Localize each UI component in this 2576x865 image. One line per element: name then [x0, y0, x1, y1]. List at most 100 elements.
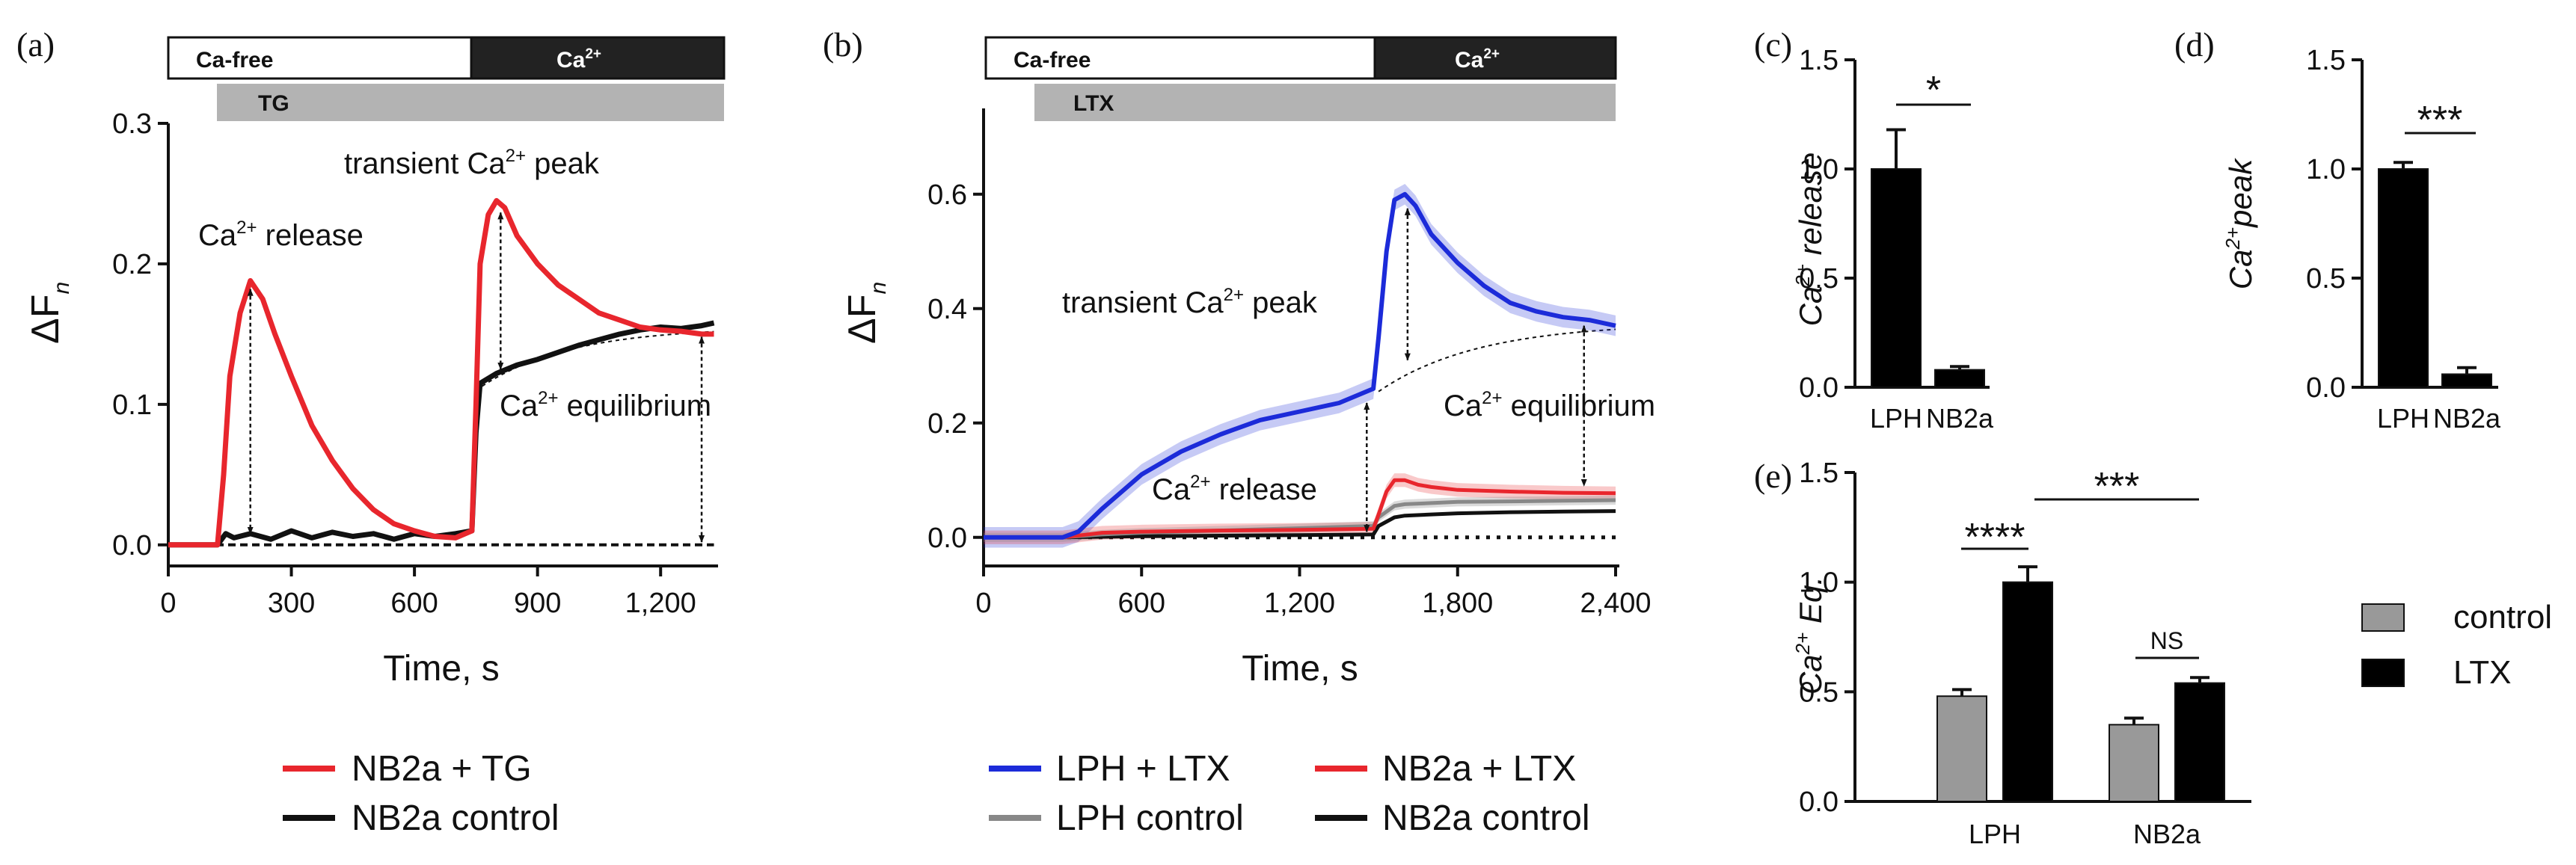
panel-b-series-nb2a-control — [984, 509, 1616, 540]
x-tick-label: LPH — [1870, 403, 1922, 434]
panel-a-peak-annotation: transient Ca2+ peak — [344, 146, 600, 180]
panel-b-drug-label: LTX — [1073, 91, 1114, 116]
panel-b-legend-lph-ltx: LPH + LTX — [1056, 749, 1230, 789]
panel-b-series-lph-ltx — [984, 191, 1616, 540]
panel-d: (d) 0.0 0.5 1.0 1.5 LPH NB2a Ca2+peak *** — [2174, 25, 2501, 434]
y-tick-label: 1.5 — [1799, 458, 1839, 489]
panel-a-cafree-label: Ca-free — [196, 48, 273, 73]
panel-a-xlabel: Time, s — [383, 649, 500, 689]
panel-a-legend-nb2a-control: NB2a control — [352, 798, 559, 838]
panel-a-drug-label: TG — [258, 91, 289, 116]
panel-b-eq-annotation: Ca2+ equilibrium — [1444, 388, 1655, 422]
panel-e-legend-swatch-ltx — [2361, 659, 2405, 687]
y-tick-label: 0.4 — [927, 294, 967, 325]
panel-e-ylabel: Ca2+ Eq. — [1791, 576, 1828, 695]
x-tick-label: 1,200 — [1264, 588, 1335, 619]
panel-b-series-nb2a-ltx — [984, 478, 1616, 540]
x-tick-label: NB2a — [1926, 403, 1994, 434]
panel-b-ylabel: ΔFn — [841, 282, 891, 344]
panel-e-bar-nb2a-control — [2109, 724, 2159, 802]
panel-e-bar-lph-control — [1936, 695, 1987, 803]
x-tick-label: 900 — [514, 588, 561, 619]
x-tick-label: 1,200 — [625, 588, 696, 619]
panel-b-legend-lph-control: LPH control — [1056, 798, 1244, 838]
panel-c-bar-lph — [1871, 168, 1922, 388]
panel-a-drug-bar — [217, 84, 724, 121]
panel-b-release-annotation: Ca2+ release — [1152, 472, 1317, 506]
x-tick-label: 2,400 — [1580, 588, 1651, 619]
panel-d-label: (d) — [2174, 25, 2215, 64]
panel-c: (c) 0.0 0.5 1.0 1.5 LPH NB2a Ca2+ release * — [1754, 25, 1994, 434]
panel-b-ca-bar — [1373, 36, 1617, 80]
panel-a-x-ticks: 0 300 600 900 1,200 — [160, 566, 696, 619]
y-tick-label: 0.3 — [112, 108, 152, 140]
panel-a: (a) Ca-free Ca2+ TG 0.0 0.1 0.2 0.3 0 300 600… — [16, 25, 726, 838]
panel-a-series-nb2a-tg — [168, 197, 714, 548]
x-tick-label: 600 — [390, 588, 438, 619]
panel-e-bars: LPH NB2a — [1936, 565, 2225, 849]
y-tick-label: 0.0 — [1799, 372, 1839, 404]
panel-b-label: (b) — [823, 25, 863, 64]
panel-b-cafree-bar — [984, 36, 1376, 80]
panel-d-bar-nb2a — [2441, 373, 2492, 389]
y-tick-label: 0.5 — [2306, 263, 2346, 295]
y-tick-label: 1.5 — [2306, 45, 2346, 76]
panel-c-bars: LPH NB2a — [1870, 128, 1994, 434]
panel-a-release-annotation: Ca2+ release — [198, 218, 364, 252]
panel-b-xlabel: Time, s — [1242, 649, 1358, 689]
y-tick-label: 0.6 — [927, 179, 967, 211]
panel-a-eq-annotation: Ca2+ equilibrium — [500, 388, 711, 422]
panel-a-ca-bar — [470, 36, 726, 80]
panel-e-bar-lph-ltx — [2002, 581, 2053, 803]
x-tick-label: 300 — [268, 588, 315, 619]
panel-d-sig: *** — [2417, 99, 2463, 142]
y-tick-label: 0.5 — [1799, 263, 1839, 295]
panel-b-ca-label: Ca2+ — [1455, 46, 1500, 73]
panel-e-sig-lph: **** — [1965, 516, 2025, 559]
panel-b-x-ticks: 0 600 1,200 1,800 2,400 — [975, 566, 1652, 619]
x-tick-label: NB2a — [2433, 403, 2501, 434]
panel-a-y-ticks: 0.0 0.1 0.2 0.3 — [112, 108, 168, 561]
y-tick-label: 0.1 — [112, 390, 152, 421]
y-tick-label: 1.0 — [1799, 154, 1839, 185]
x-tick-label: 0 — [975, 588, 991, 619]
panel-c-bar-nb2a — [1934, 369, 1985, 389]
x-tick-label: NB2a — [2133, 819, 2201, 849]
panel-a-ca-label: Ca2+ — [556, 46, 601, 73]
y-tick-label: 0.2 — [927, 408, 967, 440]
panel-b-cafree-label: Ca-free — [1013, 48, 1091, 73]
y-tick-label: 0.0 — [927, 523, 967, 554]
y-tick-label: 1.0 — [2306, 154, 2346, 185]
panel-d-ylabel: Ca2+peak — [2221, 158, 2258, 289]
panel-b-legend-nb2a-control: NB2a control — [1382, 798, 1589, 838]
panel-e: (e) 0.0 0.5 1.0 1.5 LPH NB2a Ca2+ Eq. **** *… — [1754, 457, 2552, 849]
panel-e-legend-swatch-control — [2361, 603, 2405, 632]
x-tick-label: LPH — [1969, 819, 2021, 849]
panel-e-legend-ltx: LTX — [2453, 654, 2511, 691]
panel-b-peak-annotation: transient Ca2+ peak — [1062, 285, 1318, 319]
x-tick-label: 600 — [1118, 588, 1165, 619]
panel-b-legend-nb2a-ltx: NB2a + LTX — [1382, 749, 1576, 789]
y-tick-label: 0.0 — [1799, 786, 1839, 818]
x-tick-label: LPH — [2377, 403, 2429, 434]
panel-e-y-ticks: 0.0 0.5 1.0 1.5 — [1799, 458, 1855, 818]
panel-a-cafree-bar — [167, 36, 473, 80]
panel-c-y-ticks: 0.0 0.5 1.0 1.5 — [1799, 45, 1855, 404]
x-tick-label: 1,800 — [1422, 588, 1493, 619]
panel-c-sig: * — [1926, 69, 1941, 112]
y-tick-label: 0.0 — [112, 530, 152, 561]
x-tick-label: 0 — [160, 588, 176, 619]
y-tick-label: 0.2 — [112, 249, 152, 280]
y-tick-label: 0.0 — [2306, 372, 2346, 404]
panel-d-bar-lph — [2378, 168, 2429, 388]
panel-a-legend-nb2a-tg: NB2a + TG — [352, 749, 532, 789]
panel-e-legend-control: control — [2453, 599, 2552, 635]
panel-c-ylabel: Ca2+ release — [1791, 153, 1828, 327]
panel-d-y-ticks: 0.0 0.5 1.0 1.5 — [2306, 45, 2362, 404]
panel-d-bars: LPH NB2a — [2377, 161, 2501, 434]
y-tick-label: 1.0 — [1799, 567, 1839, 599]
panel-a-ylabel: ΔFn — [24, 282, 74, 344]
panel-b-eq-reference — [1378, 328, 1616, 393]
panel-c-label: (c) — [1754, 25, 1792, 64]
